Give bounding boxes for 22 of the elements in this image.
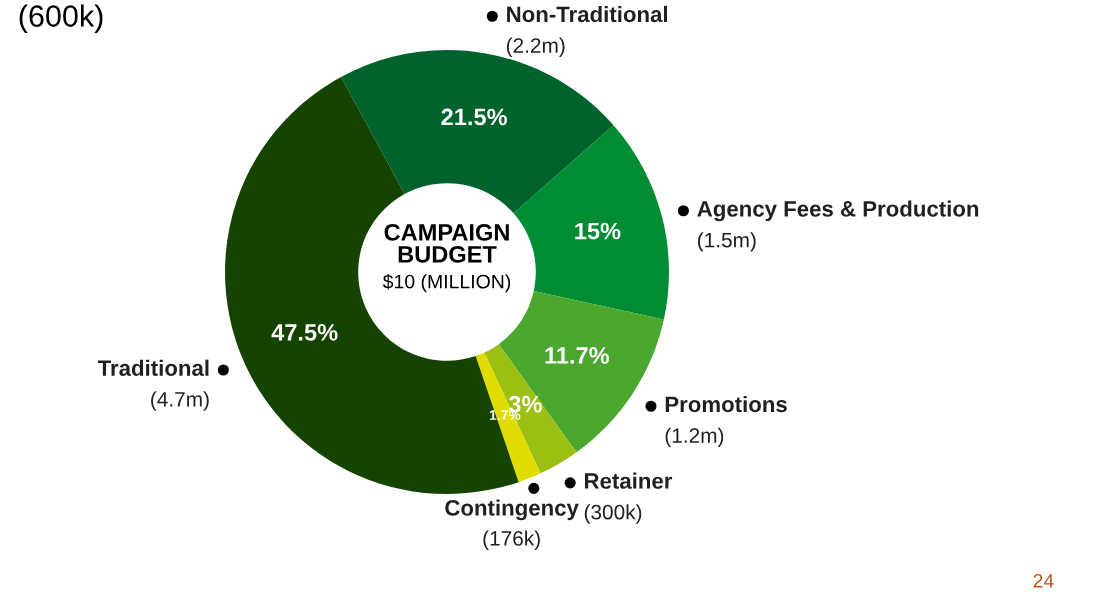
text: (600k) — [19, 4, 103, 33]
text: 24 — [1033, 573, 1054, 588]
slice-label: Agency Fees & Production — [697, 200, 979, 222]
text: (1.5m) — [698, 232, 756, 252]
text: CAMPAIGN BUDGET — [384, 223, 509, 263]
text: (300k) — [584, 504, 642, 524]
data-label: 21.5% — [441, 108, 507, 126]
slice-label: Non-Traditional — [507, 5, 668, 23]
slice-label: Retainer — [584, 472, 673, 489]
text: (1.2m) — [665, 427, 724, 448]
text: (2.2m) — [506, 37, 565, 58]
slice-label: Traditional — [97, 359, 209, 376]
donut-slice — [475, 352, 541, 483]
text: (176k) — [483, 530, 540, 550]
text: $10 (MILLION) — [382, 273, 511, 293]
data-label: 11.7% — [545, 347, 610, 364]
donut-slice — [513, 125, 669, 320]
slice-label: Promotions — [665, 395, 787, 413]
text: (4.7m) — [151, 391, 209, 411]
slice-label: Contingency — [445, 499, 579, 521]
data-label: 15% — [575, 222, 621, 240]
data-label: 47.5% — [271, 324, 338, 341]
